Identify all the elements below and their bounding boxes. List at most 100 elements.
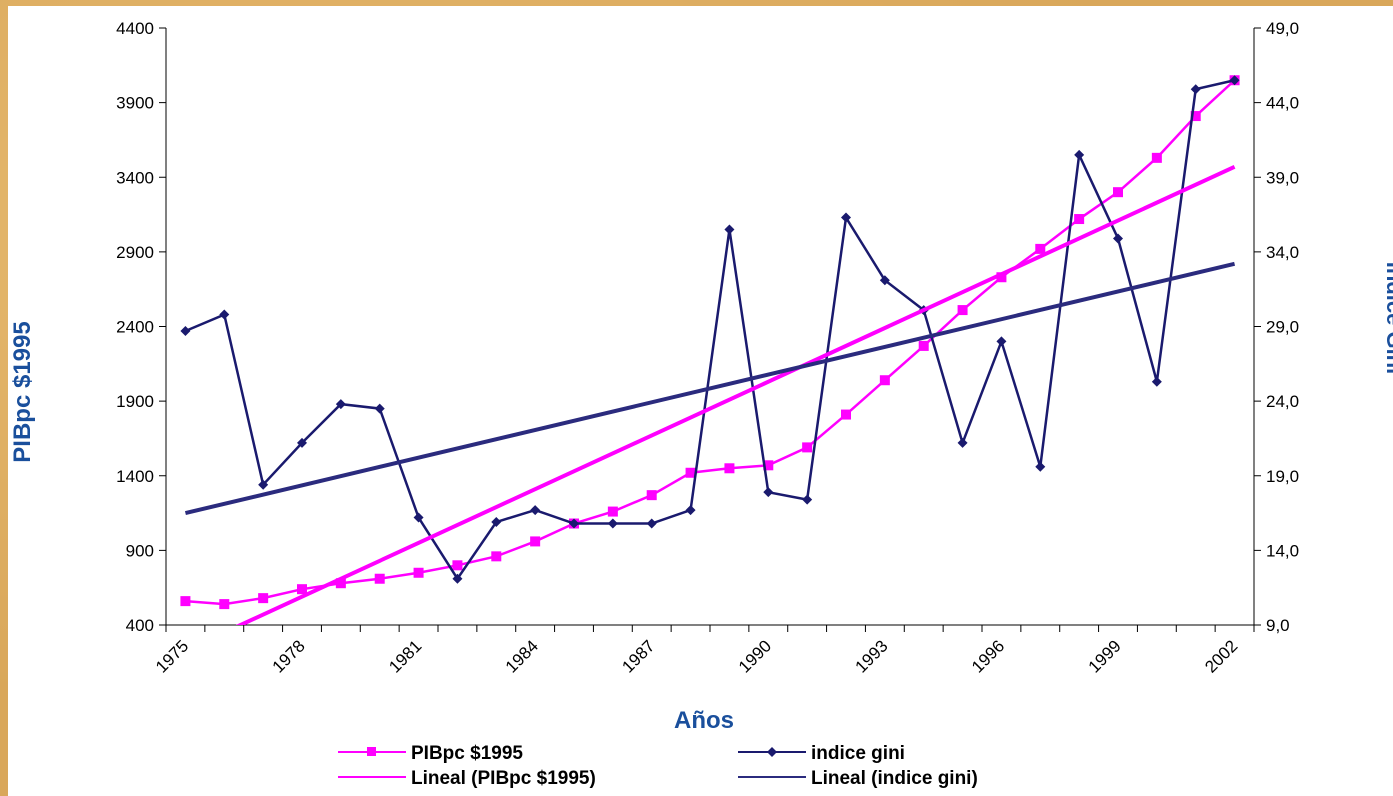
legend-item-trend-gini: Lineal (indice gini) xyxy=(738,768,978,789)
data-point-pib xyxy=(1074,214,1085,225)
x-axis-title: Años xyxy=(674,707,734,734)
data-point-gini xyxy=(802,494,813,505)
data-point-pib xyxy=(219,599,230,610)
data-point-pib xyxy=(335,578,346,589)
data-point-pib xyxy=(258,593,269,604)
data-point-gini xyxy=(530,505,541,516)
y-tick-label: 1900 xyxy=(116,392,154,411)
data-point-gini xyxy=(452,573,463,584)
data-point-gini xyxy=(879,275,890,286)
data-point-gini xyxy=(1190,84,1201,95)
series-line-0 xyxy=(185,79,1236,606)
x-axis-ticks: 1975 1978 1981 1984 1987 1990 1993 1996 1999 2002 xyxy=(152,625,1255,677)
data-point-pib xyxy=(1113,187,1123,198)
data-point-pib xyxy=(957,305,968,316)
x-tick-label: 1999 xyxy=(1085,636,1125,676)
y2-tick-label: 49,0 xyxy=(1266,19,1299,38)
x-tick-label: 1987 xyxy=(618,636,658,676)
data-point-gini xyxy=(413,512,424,523)
data-point-gini xyxy=(491,517,502,528)
data-point-pib xyxy=(996,272,1007,283)
data-point-pib xyxy=(918,340,929,351)
y-tick-label: 2400 xyxy=(116,318,154,337)
y2-tick-label: 24,0 xyxy=(1266,392,1299,411)
data-point-pib xyxy=(530,536,541,547)
data-point-pib xyxy=(802,442,813,453)
left-axis-ticks: 400 900 1400 1900 2400 2900 3400 3900 4400 xyxy=(116,19,166,635)
data-point-pib xyxy=(685,467,696,478)
data-point-gini xyxy=(180,325,191,336)
data-point-gini xyxy=(258,479,269,490)
data-point-pib xyxy=(1151,152,1162,163)
data-point-gini xyxy=(1074,149,1085,160)
data-point-pib xyxy=(1035,243,1046,254)
right-axis-ticks: 9,0 14,0 19,0 24,0 29,0 34,0 39,0 44,0 49,0 xyxy=(1254,19,1299,635)
data-point-gini xyxy=(607,518,618,529)
x-tick-label: 1993 xyxy=(852,636,892,676)
data-point-gini xyxy=(957,437,968,448)
legend-item-trend-pib: Lineal (PIBpc $1995) xyxy=(338,768,596,789)
x-tick-label: 1981 xyxy=(385,636,425,676)
y2-axis-title: Índice Gini xyxy=(1382,262,1393,374)
chart-frame: 400 900 1400 1900 2400 2900 3400 3900 4400 9,0 14… xyxy=(8,6,1393,796)
data-point-gini xyxy=(297,437,307,448)
data-point-gini xyxy=(1035,461,1046,472)
data-point-pib xyxy=(879,375,890,386)
legend-label-trend-pib: Lineal (PIBpc $1995) xyxy=(411,768,596,789)
y2-tick-label: 9,0 xyxy=(1266,616,1290,635)
data-point-pib xyxy=(180,596,191,607)
data-point-gini xyxy=(219,309,230,320)
y-tick-label: 3900 xyxy=(116,94,154,113)
y2-tick-label: 39,0 xyxy=(1266,168,1299,187)
data-point-pib xyxy=(724,463,735,474)
legend-label-gini: indice gini xyxy=(811,743,905,764)
data-point-gini xyxy=(569,518,579,529)
legend-label-pib: PIBpc $1995 xyxy=(411,743,523,764)
x-tick-label: 1996 xyxy=(968,636,1008,676)
x-tick-label: 1975 xyxy=(152,636,192,676)
series-layer xyxy=(180,75,1240,625)
x-tick-label: 1990 xyxy=(735,636,775,676)
data-point-gini xyxy=(1151,376,1162,387)
data-point-pib xyxy=(607,506,618,517)
data-point-pib xyxy=(374,573,385,584)
data-point-pib xyxy=(452,560,463,571)
x-tick-label: 1978 xyxy=(269,636,309,676)
data-point-pib xyxy=(413,567,424,578)
data-point-pib xyxy=(763,460,774,471)
data-point-pib xyxy=(297,584,307,595)
chart-svg: 400 900 1400 1900 2400 2900 3400 3900 4400 9,0 14… xyxy=(9,19,1393,789)
y-tick-label: 3400 xyxy=(116,168,154,187)
data-point-gini xyxy=(374,403,385,414)
data-point-gini xyxy=(1229,75,1240,86)
data-point-pib xyxy=(646,490,657,501)
axes xyxy=(165,28,1255,626)
y-axis-title: PIBpc $1995 xyxy=(9,321,36,462)
legend-item-gini: indice gini xyxy=(738,743,905,764)
data-point-pib xyxy=(1190,111,1201,122)
data-point-gini xyxy=(724,224,735,235)
data-point-gini xyxy=(763,487,774,498)
legend-label-trend-gini: Lineal (indice gini) xyxy=(811,768,978,789)
data-point-pib xyxy=(491,551,502,562)
y2-tick-label: 29,0 xyxy=(1266,318,1299,337)
x-tick-label: 1984 xyxy=(502,636,542,676)
data-point-gini xyxy=(685,505,696,516)
trend-line-2 xyxy=(235,164,1236,625)
legend: PIBpc $1995 indice gini Lineal (PIBpc $1… xyxy=(338,743,978,789)
x-tick-label: 2002 xyxy=(1201,636,1241,676)
data-point-gini xyxy=(841,212,851,223)
data-point-gini xyxy=(996,336,1007,347)
legend-item-pib: PIBpc $1995 xyxy=(338,743,523,764)
data-point-gini xyxy=(1113,233,1123,244)
y2-tick-label: 34,0 xyxy=(1266,243,1299,262)
y-tick-label: 2900 xyxy=(116,243,154,262)
series-line-1 xyxy=(184,79,1235,582)
trend-line-3 xyxy=(184,261,1236,516)
data-point-gini xyxy=(335,399,346,410)
data-point-gini xyxy=(646,518,657,529)
y2-tick-label: 14,0 xyxy=(1266,541,1299,560)
y2-tick-label: 19,0 xyxy=(1266,467,1299,486)
y-tick-label: 900 xyxy=(126,541,154,560)
y-tick-label: 1400 xyxy=(116,467,154,486)
